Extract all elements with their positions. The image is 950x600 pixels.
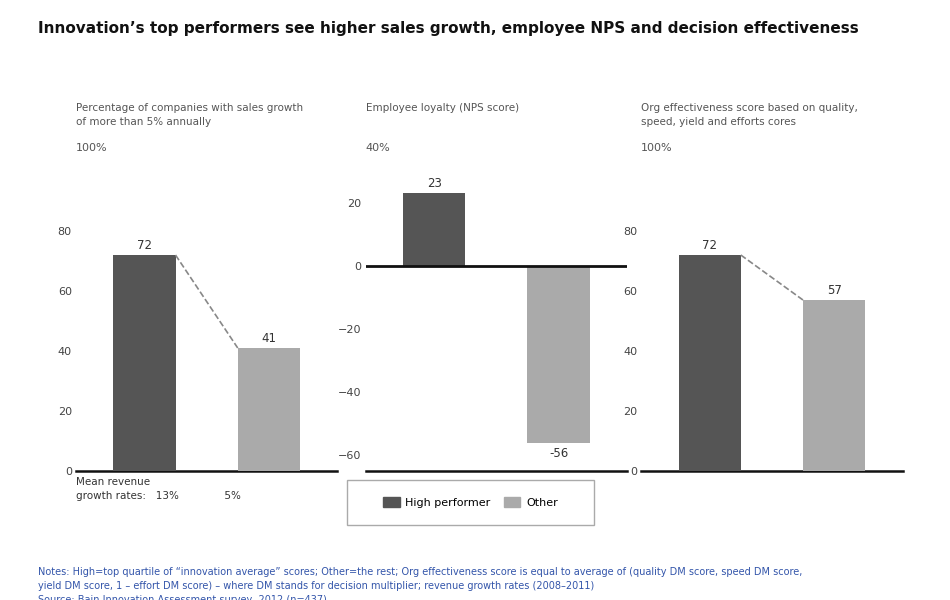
Bar <box>113 255 176 471</box>
Bar <box>238 348 300 471</box>
Bar <box>527 266 590 443</box>
Text: 100%: 100% <box>76 143 107 154</box>
Text: 57: 57 <box>826 284 842 297</box>
Bar <box>678 255 741 471</box>
Text: 100%: 100% <box>641 143 673 154</box>
Text: Org effectiveness score based on quality,
speed, yield and efforts cores: Org effectiveness score based on quality… <box>641 103 858 127</box>
Text: 41: 41 <box>261 332 276 345</box>
Text: Innovation’s top performers see higher sales growth, employee NPS and decision e: Innovation’s top performers see higher s… <box>38 21 859 36</box>
Text: Percentage of companies with sales growth
of more than 5% annually: Percentage of companies with sales growt… <box>76 103 303 127</box>
Text: 40%: 40% <box>366 143 390 154</box>
Text: 23: 23 <box>427 177 442 190</box>
Text: Notes: High=top quartile of “innovation average” scores; Other=the rest; Org eff: Notes: High=top quartile of “innovation … <box>38 567 803 600</box>
Text: 72: 72 <box>137 239 152 252</box>
Bar <box>403 193 466 266</box>
Text: 72: 72 <box>702 239 717 252</box>
Text: Higher revenue growth: Higher revenue growth <box>134 79 279 89</box>
Text: Mean revenue
growth rates:   13%              5%: Mean revenue growth rates: 13% 5% <box>76 477 241 501</box>
Text: Better decision-making effectiveness: Better decision-making effectiveness <box>656 79 888 89</box>
Text: Employee loyalty (NPS score): Employee loyalty (NPS score) <box>366 103 519 113</box>
Bar <box>803 300 865 471</box>
Legend: High performer, Other: High performer, Other <box>378 493 562 512</box>
Text: -56: -56 <box>549 448 568 460</box>
Text: Higher employee loyalty: Higher employee loyalty <box>420 79 573 89</box>
